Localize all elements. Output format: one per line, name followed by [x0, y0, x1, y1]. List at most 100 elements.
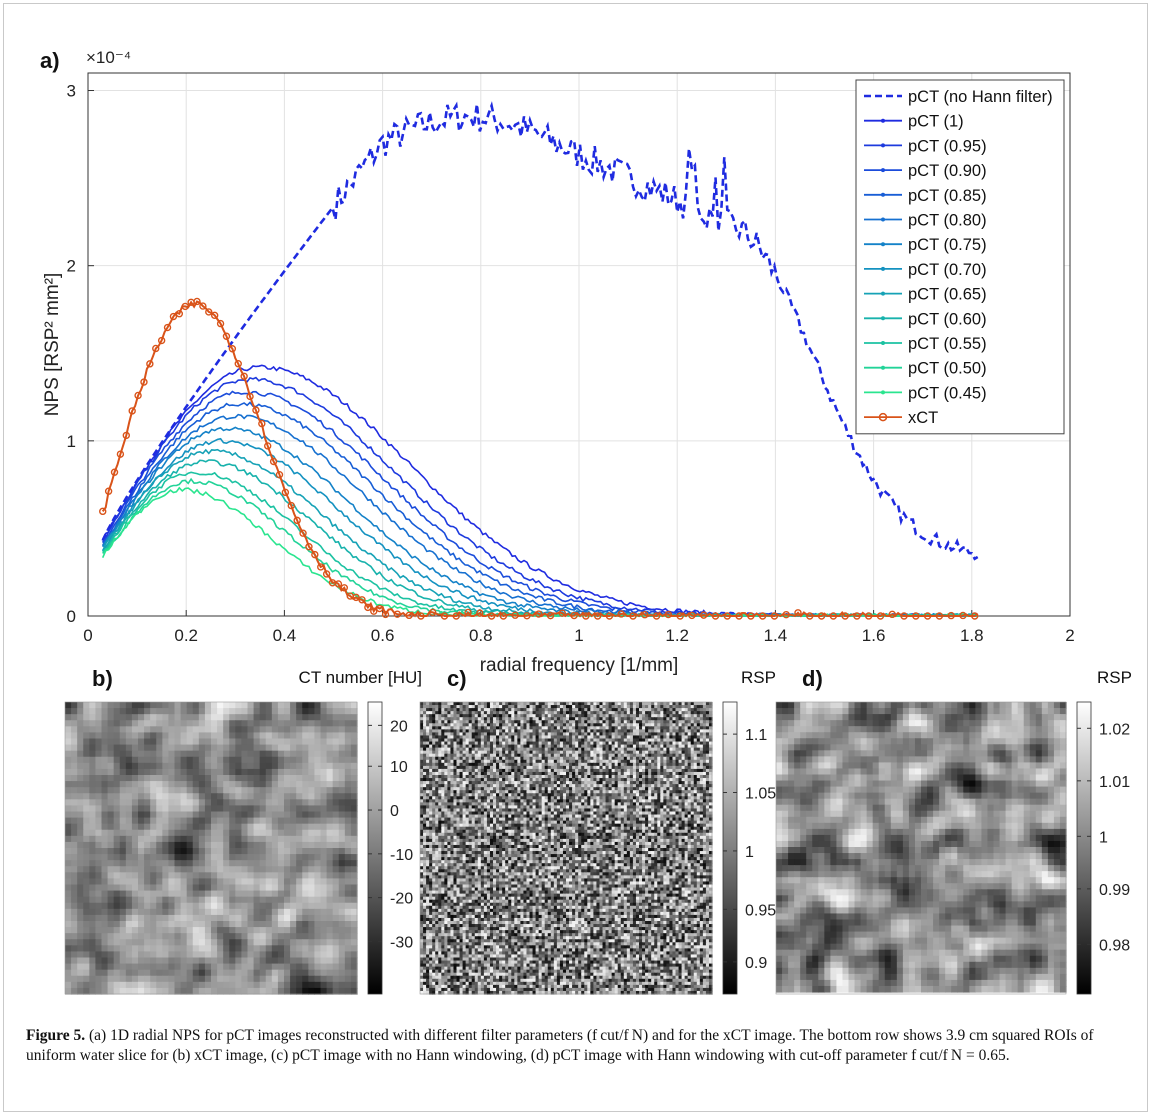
xct-marker: [169, 312, 178, 321]
xct-marker: [311, 550, 319, 559]
legend-dot: [881, 217, 885, 222]
xct-marker: [794, 609, 802, 617]
xct-marker: [193, 297, 201, 306]
x-tick-label: 2: [1065, 626, 1074, 645]
xct-marker: [228, 345, 237, 353]
nps-chart: 0 0.2 0.4 0.6 0.8 1 1.2 1.4 1.6 1.8 2 0 1 2 3 radial fr…: [42, 48, 1075, 676]
xct-marker: [864, 612, 873, 620]
xct-marker: [676, 612, 684, 620]
legend-entry-7: pCT (0.70): [908, 261, 987, 279]
roi-image-d: [776, 702, 1067, 993]
colorbar-tick-label: -20: [390, 891, 413, 908]
xct-marker: [888, 610, 896, 619]
roi-image-b: [65, 702, 358, 995]
xct-marker: [116, 450, 125, 458]
xct-marker: [758, 612, 767, 620]
xct-marker: [853, 612, 861, 620]
legend-dot: [881, 168, 885, 173]
y-tick-label: 1: [67, 432, 76, 451]
legend-dot: [881, 341, 885, 345]
legend-entry-11: pCT (0.50): [908, 360, 987, 378]
xct-marker: [476, 609, 484, 617]
xct-marker: [128, 407, 136, 415]
xct-marker: [299, 529, 307, 537]
xct-marker: [570, 611, 578, 620]
legend-entry-6: pCT (0.75): [908, 236, 987, 254]
legend-entry-4: pCT (0.85): [908, 187, 987, 205]
xct-marker: [252, 406, 260, 414]
xct-marker: [900, 612, 908, 620]
xct-marker: [499, 612, 508, 620]
xct-marker: [140, 378, 148, 386]
xct-marker: [417, 612, 425, 620]
xct-marker: [593, 612, 602, 620]
legend-entry-8: pCT (0.65): [908, 286, 987, 304]
xct-marker: [487, 612, 496, 620]
xct-marker: [405, 611, 413, 620]
legend-entry-13: xCT: [908, 409, 938, 427]
xct-marker: [122, 431, 130, 440]
xct-marker: [264, 442, 272, 450]
legend-entry-1: pCT (1): [908, 113, 964, 131]
xct-marker: [181, 302, 189, 311]
xct-marker: [617, 610, 625, 618]
xct-marker: [546, 611, 555, 620]
colorbar-tick-label: 0: [390, 803, 399, 820]
xct-marker: [582, 612, 590, 620]
colorbar-b: [367, 701, 383, 995]
xct-marker: [912, 612, 920, 620]
xct-marker: [205, 308, 213, 316]
xct-marker: [334, 580, 343, 588]
xct-marker: [381, 610, 390, 619]
x-tick-label: 0.8: [469, 626, 493, 645]
xct-marker: [688, 611, 696, 620]
xct-marker: [806, 612, 814, 620]
legend-dot: [881, 316, 885, 321]
xct-marker: [322, 570, 331, 578]
xct-marker: [711, 612, 720, 620]
legend-entry-3: pCT (0.90): [908, 162, 987, 180]
xct-marker: [99, 507, 107, 516]
colorbar-tick-label: -30: [390, 934, 413, 951]
legend-dot: [881, 118, 885, 123]
xct-marker: [234, 360, 242, 368]
xct-marker: [287, 501, 295, 510]
xct-marker: [104, 487, 113, 495]
xct-marker: [163, 323, 172, 332]
figure-caption: Figure 5. (a) 1D radial NPS for pCT imag…: [26, 1026, 1126, 1066]
panel-d-unit: RSP: [1097, 668, 1132, 687]
colorbar-tick-label: 0.9: [745, 955, 767, 972]
xct-marker: [747, 612, 755, 620]
x-tick-label: 0.6: [371, 626, 395, 645]
panel-c-label: c): [447, 666, 467, 691]
xct-marker: [216, 319, 225, 328]
legend-entry-2: pCT (0.95): [908, 137, 987, 155]
figure-frame: [3, 3, 1148, 1112]
colorbar-c: [722, 701, 738, 995]
y-tick-label: 2: [67, 257, 76, 276]
xct-marker: [305, 543, 313, 551]
colorbar-tick-label: 10: [390, 759, 408, 776]
xct-marker: [110, 468, 119, 476]
xct-marker: [352, 593, 360, 602]
x-tick-label: 1.4: [764, 626, 788, 645]
legend-dot: [881, 192, 885, 197]
xct-marker: [641, 611, 649, 619]
xct-marker: [269, 457, 278, 466]
caption-text: (a) 1D radial NPS for pCT images reconst…: [26, 1027, 1094, 1064]
xct-marker: [364, 603, 372, 612]
legend-entry-9: pCT (0.60): [908, 310, 987, 328]
xct-marker: [281, 488, 290, 497]
panel-d-label: d): [802, 666, 823, 691]
legend-entry-12: pCT (0.45): [908, 384, 987, 402]
xct-marker: [959, 611, 967, 620]
xct-marker: [246, 392, 254, 401]
x-tick-label: 0.4: [273, 626, 297, 645]
y-tick-label: 0: [67, 607, 76, 626]
panel-c-unit: RSP: [741, 668, 776, 687]
colorbar-tick-label: 1.05: [745, 786, 776, 803]
xct-marker: [317, 563, 325, 571]
colorbar-d: [1076, 701, 1092, 995]
colorbar-tick-label: 1: [1099, 829, 1108, 846]
